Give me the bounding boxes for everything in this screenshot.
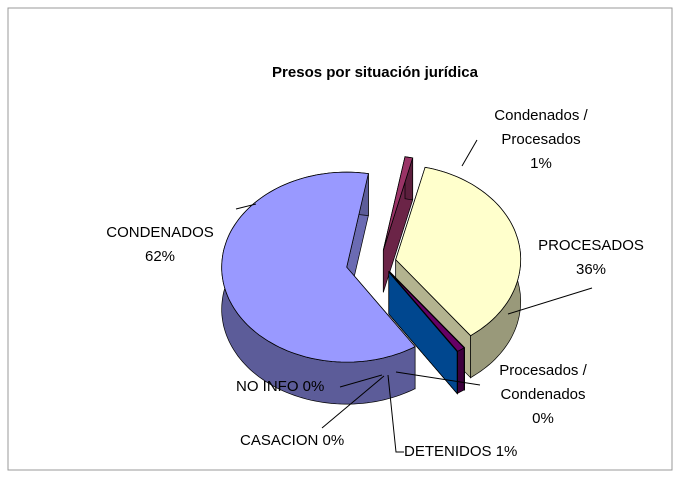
data-label: DETENIDOS 1% [404, 440, 544, 464]
value-label: 0% [322, 432, 345, 449]
data-label: Condenados / Procesados 1% [476, 104, 606, 176]
value-label: 1% [530, 155, 552, 172]
slice-top [395, 166, 522, 337]
slice-side [457, 347, 465, 394]
category-label: Procesados / Condenados [499, 362, 587, 403]
slice-top [382, 156, 414, 251]
leader-line [461, 139, 478, 167]
category-label: CONDENADOS [106, 224, 214, 241]
data-label: CASACION 0% [240, 429, 382, 453]
value-label: 36% [575, 261, 607, 278]
value-label: 1% [495, 443, 518, 460]
value-label: 0% [302, 378, 325, 395]
slice-top [388, 271, 458, 352]
leader-line [395, 371, 481, 386]
data-label: PROCESADOS 36% [530, 234, 652, 282]
slice-top [389, 271, 465, 348]
category-label: CASACION [240, 432, 319, 449]
category-label: NO INFO [236, 378, 299, 395]
leader-line [507, 287, 593, 315]
category-label: Condenados / Procesados [494, 107, 588, 148]
data-label: NO INFO 0% [236, 375, 344, 399]
category-label: DETENIDOS [404, 443, 492, 460]
slice-top [388, 271, 465, 352]
leader-line [321, 375, 385, 429]
data-label: CONDENADOS 62% [90, 221, 230, 269]
category-label: PROCESADOS [538, 237, 644, 254]
value-label: 0% [532, 410, 554, 427]
slice-top [221, 171, 416, 363]
leader-line [387, 374, 404, 453]
value-label: 62% [144, 248, 176, 265]
leader-line [339, 374, 383, 388]
chart-title: Presos por situación jurídica [272, 64, 478, 81]
data-label: Procesados / Condenados 0% [478, 359, 608, 431]
leader-line [235, 203, 257, 210]
